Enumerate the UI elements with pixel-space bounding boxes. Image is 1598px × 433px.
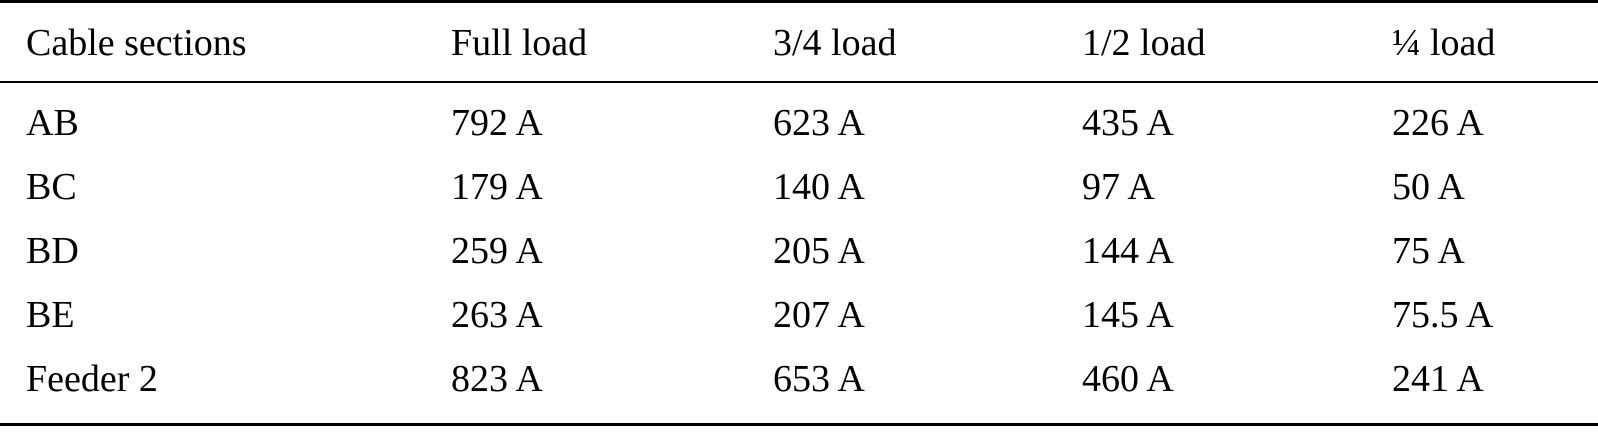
table-cell: 205 A (773, 230, 865, 272)
header-cell: 1/2 load (1082, 22, 1206, 64)
table-cell: 226 A (1392, 102, 1484, 144)
table-cell: 241 A (1392, 358, 1484, 400)
table-cell: Feeder 2 (26, 358, 158, 400)
table-cell: 144 A (1082, 230, 1174, 272)
top-rule (0, 0, 1598, 3)
header-cell: ¼ load (1392, 22, 1496, 64)
table-cell: 623 A (773, 102, 865, 144)
table-cell: 460 A (1082, 358, 1174, 400)
table-cell: 145 A (1082, 294, 1174, 336)
table-cell: 75.5 A (1392, 294, 1494, 336)
table-cell: AB (26, 102, 79, 144)
table-cell: 263 A (451, 294, 543, 336)
bottom-rule (0, 423, 1598, 426)
table-cell: 653 A (773, 358, 865, 400)
table-cell: 259 A (451, 230, 543, 272)
header-cell: Cable sections (26, 22, 247, 64)
table-cell: BC (26, 166, 77, 208)
table-cell: 50 A (1392, 166, 1465, 208)
table-cell: 823 A (451, 358, 543, 400)
table-cell: 435 A (1082, 102, 1174, 144)
table-cell: 97 A (1082, 166, 1155, 208)
header-cell: Full load (451, 22, 588, 64)
header-cell: 3/4 load (773, 22, 897, 64)
table-cell: BE (26, 294, 75, 336)
table-cell: BD (26, 230, 79, 272)
header-rule (0, 81, 1598, 83)
table-cell: 179 A (451, 166, 543, 208)
table-cell: 792 A (451, 102, 543, 144)
table-cell: 207 A (773, 294, 865, 336)
table-cell: 140 A (773, 166, 865, 208)
table-cell: 75 A (1392, 230, 1465, 272)
